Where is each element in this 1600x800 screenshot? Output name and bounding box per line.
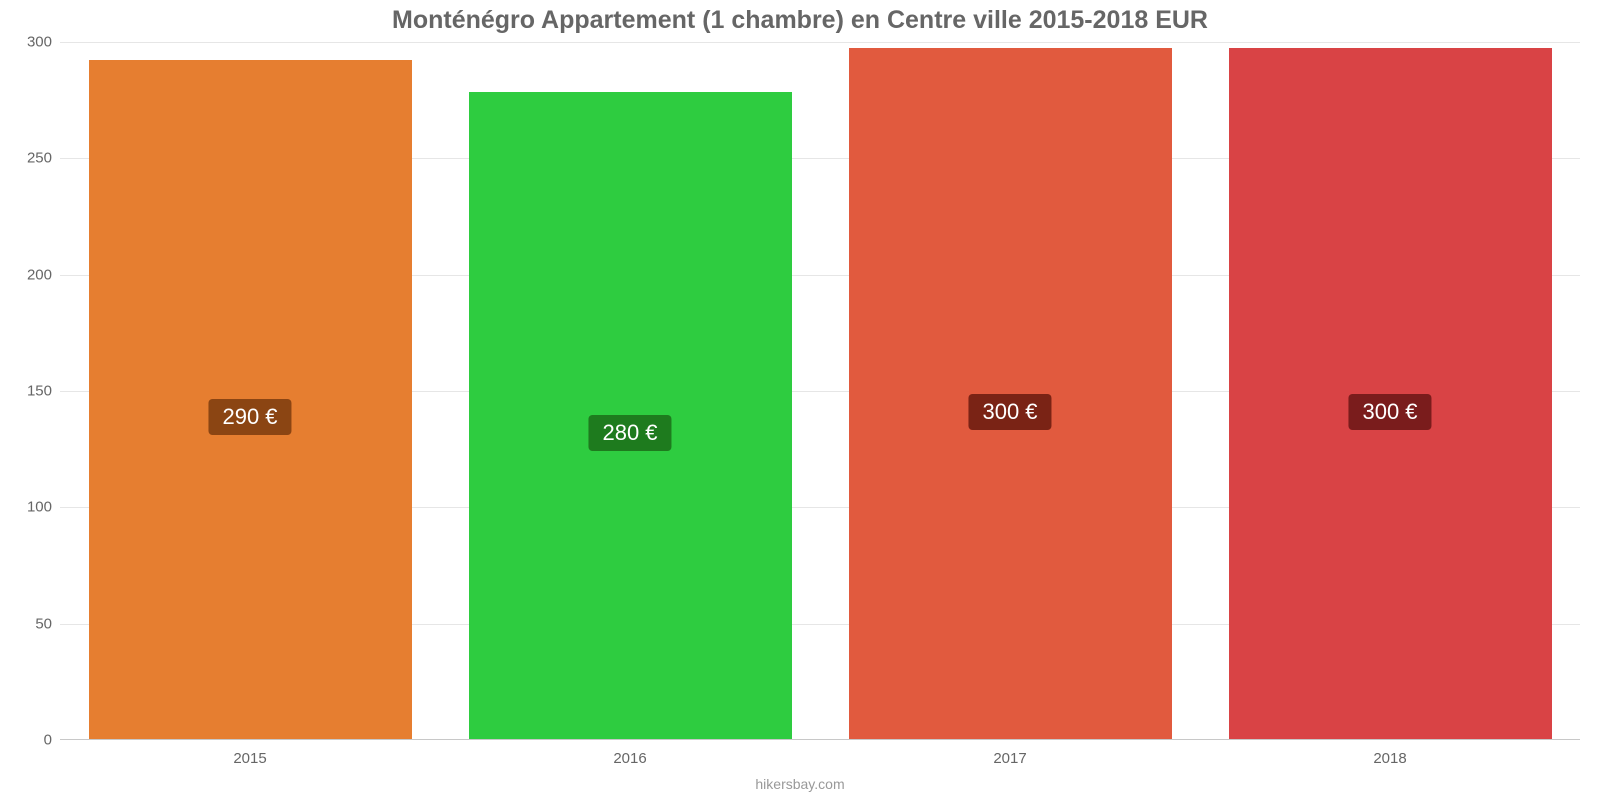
bar-value-label: 300 € xyxy=(968,394,1051,430)
chart-title: Monténégro Appartement (1 chambre) en Ce… xyxy=(0,6,1600,35)
chart-container: Monténégro Appartement (1 chambre) en Ce… xyxy=(0,0,1600,800)
gridline xyxy=(60,42,1580,43)
y-tick-label: 250 xyxy=(27,150,52,167)
bar-value-label: 300 € xyxy=(1348,394,1431,430)
x-tick-label: 2017 xyxy=(993,750,1026,767)
x-tick-label: 2018 xyxy=(1373,750,1406,767)
y-tick-label: 200 xyxy=(27,266,52,283)
y-tick-label: 100 xyxy=(27,499,52,516)
x-axis-line xyxy=(60,739,1580,740)
y-tick-label: 0 xyxy=(44,732,52,749)
x-tick-label: 2015 xyxy=(233,750,266,767)
chart-credit: hikersbay.com xyxy=(0,776,1600,792)
y-tick-label: 300 xyxy=(27,34,52,51)
y-tick-label: 150 xyxy=(27,383,52,400)
plot-area: 050100150200250300290 €2015280 €2016300 … xyxy=(60,42,1580,740)
bar-value-label: 280 € xyxy=(588,415,671,451)
x-tick-label: 2016 xyxy=(613,750,646,767)
bar-value-label: 290 € xyxy=(208,399,291,435)
y-tick-label: 50 xyxy=(35,615,52,632)
